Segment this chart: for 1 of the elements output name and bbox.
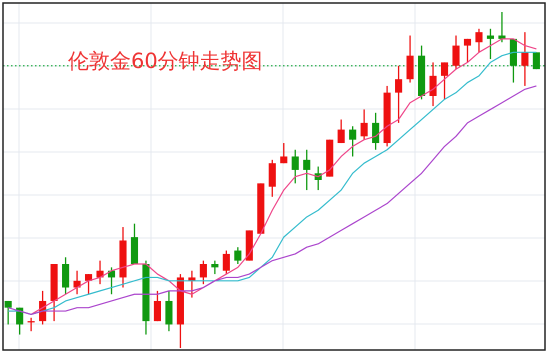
title: 伦敦金60分钟走势图: [68, 49, 263, 73]
